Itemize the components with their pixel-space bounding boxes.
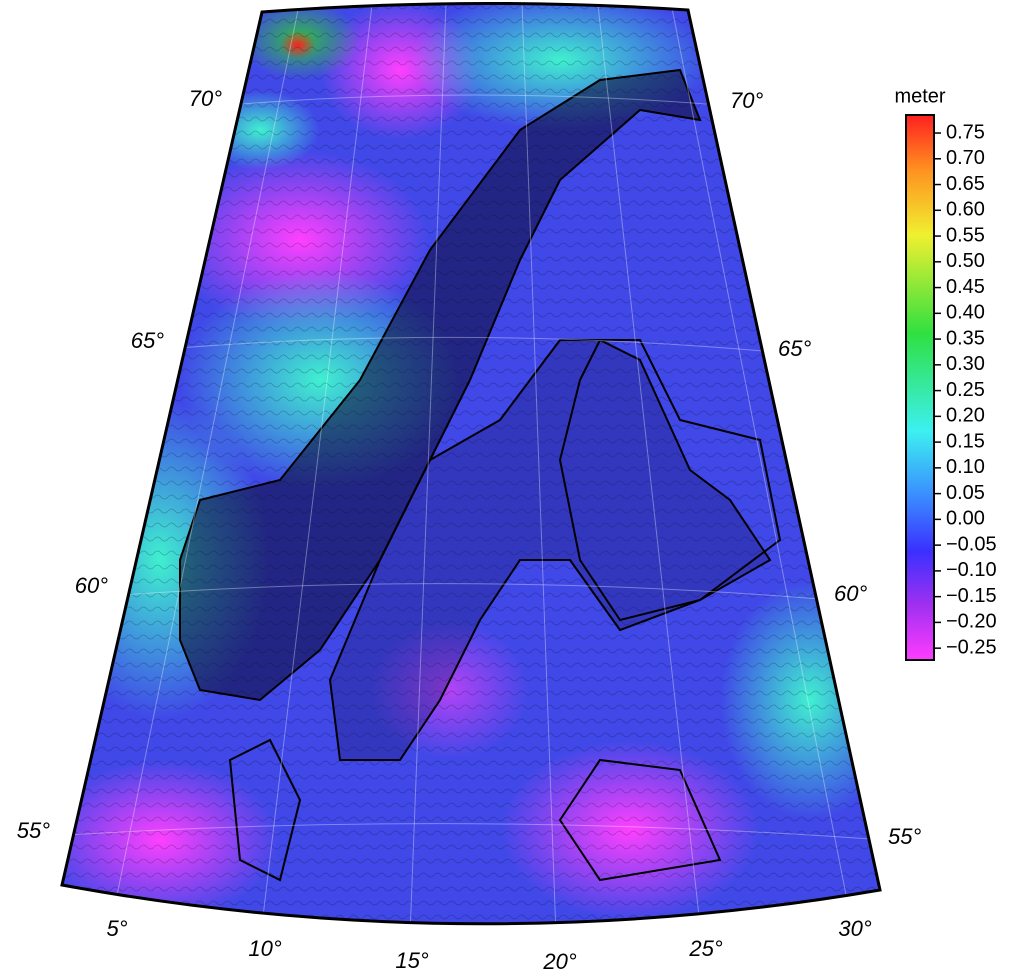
colorbar-tick-label: 0.70 <box>946 147 985 169</box>
latitude-label: 55° <box>17 818 50 843</box>
latitude-label: 65° <box>778 336 811 361</box>
colorbar <box>906 115 934 660</box>
colorbar-tick-label: 0.05 <box>946 482 985 504</box>
colorbar-tick-label: 0.60 <box>946 199 985 221</box>
colorbar-tick-label: 0.50 <box>946 250 985 272</box>
colorbar-title: meter <box>894 85 945 107</box>
latitude-label: 70° <box>189 86 222 111</box>
colorbar-tick-label: 0.45 <box>946 276 985 298</box>
colorbar-tick-label: 0.65 <box>946 173 985 195</box>
longitude-label: 10° <box>248 936 281 961</box>
colorbar-tick-label: 0.55 <box>946 224 985 246</box>
colorbar-tick-label: −0.20 <box>946 611 997 633</box>
longitude-label: 30° <box>838 916 871 941</box>
colorbar-tick-label: −0.10 <box>946 559 997 581</box>
longitude-label: 15° <box>395 948 428 973</box>
latitude-label: 70° <box>730 88 763 113</box>
longitude-label: 5° <box>106 916 127 941</box>
colorbar-tick-label: 0.15 <box>946 430 985 452</box>
longitude-label: 20° <box>542 949 576 974</box>
colorbar-tick-label: 0.40 <box>946 302 985 324</box>
latitude-label: 60° <box>834 581 867 606</box>
latitude-label: 55° <box>888 824 921 849</box>
longitude-label: 25° <box>688 936 722 961</box>
colorbar-tick-label: −0.15 <box>946 585 997 607</box>
latitude-label: 60° <box>75 573 108 598</box>
colorbar-tick-label: −0.25 <box>946 636 997 658</box>
colorbar-tick-label: 0.25 <box>946 379 985 401</box>
colorbar-tick-label: 0.10 <box>946 456 985 478</box>
latitude-label: 65° <box>131 328 164 353</box>
colorbar-tick-label: −0.05 <box>946 533 997 555</box>
colorbar-tick-label: 0.75 <box>946 121 985 143</box>
colorbar-tick-label: 0.00 <box>946 508 985 530</box>
map-figure: meter 70° 65° 60° 55° 70° 65° 60° 55° 5° 10° 15° 20… <box>0 0 1025 975</box>
colorbar-tick-label: 0.35 <box>946 327 985 349</box>
colorbar-tick-label: 0.20 <box>946 405 985 427</box>
colorbar-tick-label: 0.30 <box>946 353 985 375</box>
